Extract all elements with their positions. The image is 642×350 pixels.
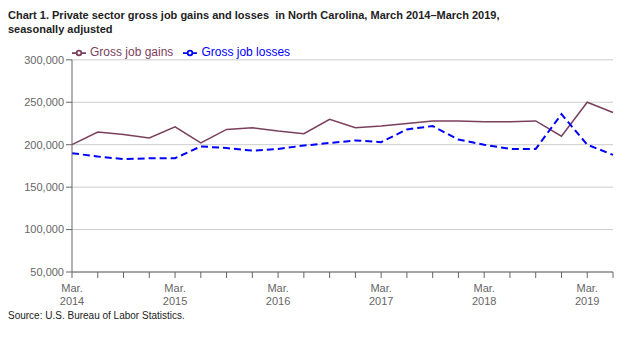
html-text:Gross job gains: Gross job gains: [90, 45, 174, 59]
svg-text:Mar.2017: Mar.2017: [369, 282, 393, 307]
svg-text:300,000: 300,000: [24, 54, 64, 66]
svg-text:200,000: 200,000: [24, 139, 64, 151]
svg-text:Mar.2015: Mar.2015: [163, 282, 187, 307]
html-text:Chart 1. Private sector gross: Chart 1. Private sector gross job gains …: [8, 9, 500, 35]
svg-text:Mar.2014: Mar.2014: [60, 282, 84, 307]
svg-text:150,000: 150,000: [24, 181, 64, 193]
html-text:Gross job losses: Gross job losses: [201, 45, 291, 59]
svg-text:Mar.2016: Mar.2016: [266, 282, 290, 307]
svg-text:100,000: 100,000: [24, 223, 64, 235]
svg-text:Mar.2019: Mar.2019: [575, 282, 599, 307]
html-text:Source: U.S. Bureau of Labor S: Source: U.S. Bureau of Labor Statistics.: [8, 310, 185, 321]
svg-text:Mar.2018: Mar.2018: [472, 282, 496, 307]
svg-text:250,000: 250,000: [24, 96, 64, 108]
svg-text:50,000: 50,000: [30, 266, 64, 278]
